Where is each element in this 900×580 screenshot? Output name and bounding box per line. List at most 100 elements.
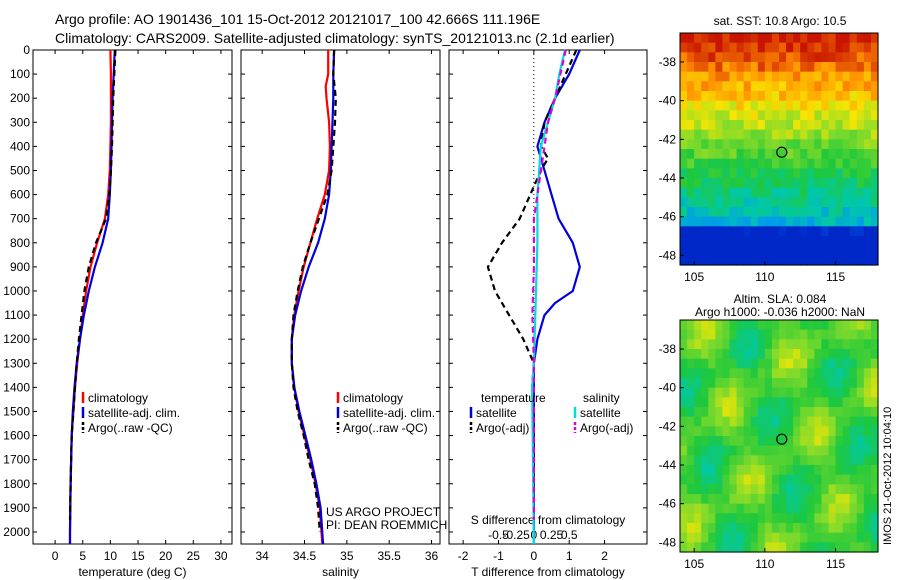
sla-map-cell [771, 455, 780, 466]
sst-map-cell [835, 178, 844, 189]
sst-map-cell [722, 129, 731, 140]
sla-map-cell [835, 484, 844, 495]
sla-map-cell [743, 339, 752, 350]
sla-map-cell [856, 494, 865, 505]
sla-map-cell [694, 523, 702, 534]
sst-map-cell [750, 81, 759, 92]
temperature-series-1 [68, 49, 116, 544]
sla-map-cell [793, 494, 801, 505]
sla-map-cell [764, 397, 773, 408]
sla-map-cell [708, 513, 716, 524]
sla-map-cell [687, 320, 695, 331]
sst-map-cell [743, 216, 752, 227]
sst-map-ytick-label: -44 [659, 171, 677, 185]
sla-map-cell [750, 426, 759, 437]
sst-map-cell [687, 245, 695, 256]
sla-map-cell [694, 455, 702, 466]
sst-map-xtick-label: 105 [684, 270, 704, 284]
sla-map-cell [764, 407, 773, 418]
sst-map-cell [708, 226, 716, 237]
sla-map-cell [729, 358, 738, 369]
sst-map-cell [736, 187, 745, 198]
sst-map-cell [828, 33, 837, 44]
sst-map-cell [814, 255, 823, 266]
sla-map-cell [687, 378, 695, 389]
sst-map-cell [743, 207, 752, 218]
sla-map-cell [687, 426, 695, 437]
sst-map-cell [771, 42, 780, 53]
sla-map-side-label: IMOS 21-Oct-2012 10:04:10 [882, 407, 894, 545]
sla-map-cell [701, 416, 709, 427]
sst-map-cell [708, 158, 716, 169]
sla-map-cell [800, 329, 808, 340]
sst-map-cell [828, 100, 837, 111]
sla-map-cell [701, 397, 709, 408]
sla-map-cell [835, 426, 844, 437]
sst-map-cell [722, 216, 731, 227]
sst-map-cell [764, 226, 773, 237]
sla-map-cell [870, 378, 879, 389]
sst-map-cell [680, 33, 688, 44]
sla-map-cell [863, 445, 872, 456]
sla-map-cell [835, 358, 844, 369]
sst-map-cell [842, 197, 851, 208]
sla-map-cell [842, 503, 851, 514]
sla-map-cell [870, 484, 879, 495]
sst-map-cell [814, 236, 823, 247]
sst-map-cell [800, 52, 808, 63]
sla-map-cell [856, 397, 865, 408]
sla-map-cell [814, 378, 823, 389]
sst-map-cell [814, 100, 823, 111]
sla-map-cell [835, 378, 844, 389]
sst-map-cell [849, 178, 858, 189]
sst-map-cell [701, 149, 709, 160]
sst-map-cell [750, 197, 759, 208]
sst-map-cell [835, 216, 844, 227]
sst-map-cell [814, 81, 823, 92]
sst-map-cell [835, 62, 844, 73]
sla-map-cell [750, 378, 759, 389]
sla-map-cell [828, 407, 837, 418]
sla-map-cell [842, 455, 851, 466]
sla-map-cell [757, 455, 766, 466]
sst-map-cell [764, 42, 773, 53]
sst-map-cell [870, 52, 879, 63]
sla-map-cell [764, 465, 773, 476]
temperature-ytick-label: 400 [10, 139, 30, 153]
sst-map-cell [750, 216, 759, 227]
sst-map-cell [786, 158, 794, 169]
sla-map-cell [800, 426, 808, 437]
sla-map-title-line1: Altim. SLA: 0.084 [734, 292, 827, 306]
sla-map-cell [771, 532, 780, 543]
sla-map-cell [750, 455, 759, 466]
sst-map-cell [856, 110, 865, 121]
sla-map-cell [771, 436, 780, 447]
sla-map-cell [680, 349, 688, 360]
sst-map-cell [814, 207, 823, 218]
sla-map-cell [821, 339, 830, 350]
sla-map-cell [701, 349, 709, 360]
sst-map-cell [821, 120, 830, 131]
sla-map-cell [694, 513, 702, 524]
sst-map-cell [687, 33, 695, 44]
sla-map-cell [814, 532, 823, 543]
difference-xtick-label: -1 [493, 549, 504, 563]
temperature-xtick-label: 0 [52, 549, 59, 563]
sla-map-cell [722, 320, 731, 331]
sla-map-cell [786, 474, 794, 485]
sla-map-cell [708, 523, 716, 534]
sla-map-cell [828, 358, 837, 369]
sst-map-cell [708, 100, 716, 111]
sla-map-cell [870, 445, 879, 456]
sst-map-cell [736, 33, 745, 44]
sla-map-cell [835, 513, 844, 524]
sst-map-cell [736, 139, 745, 150]
sla-map-cell [708, 532, 716, 543]
sst-map-cell [828, 168, 837, 179]
sla-map-cell [863, 397, 872, 408]
sla-map-cell [807, 436, 815, 447]
sla-map-ytick-label: -40 [659, 381, 677, 395]
temperature-ytick-label: 1300 [3, 356, 30, 370]
sla-map-cell [779, 542, 787, 553]
sst-map-cell [715, 216, 724, 227]
